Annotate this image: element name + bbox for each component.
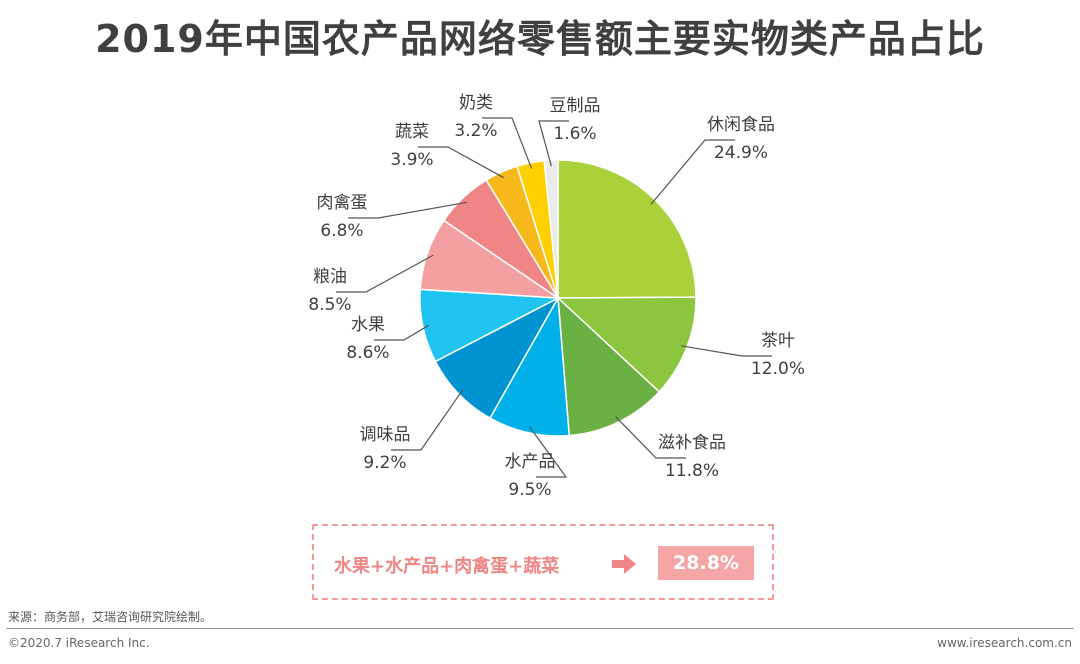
slice-value-label: 8.5% (308, 295, 351, 315)
slice-label: 粮油 (313, 267, 347, 287)
slice-label: 休闲食品 (707, 115, 775, 135)
slice-label: 茶叶 (761, 331, 795, 351)
slice-value-label: 11.8% (665, 461, 719, 481)
summary-value: 28.8% (658, 546, 754, 580)
leader-line (650, 139, 735, 205)
leader-line (374, 324, 430, 341)
leader-line (482, 117, 533, 169)
slice-value-label: 6.8% (320, 221, 363, 241)
slice-label: 奶类 (459, 93, 493, 113)
leader-line (538, 120, 569, 167)
slice-label: 调味品 (360, 425, 411, 445)
slice-value-label: 1.6% (553, 124, 596, 144)
slice-value-label: 12.0% (751, 359, 805, 379)
pie-slice (556, 296, 697, 393)
slice-label: 肉禽蛋 (317, 193, 368, 213)
pie-slice (557, 296, 661, 437)
slice-value-label: 3.2% (454, 121, 497, 141)
slice-label: 滋补食品 (658, 433, 726, 453)
pie-slice (434, 296, 560, 420)
leader-line (348, 201, 468, 219)
slice-value-label: 8.6% (346, 343, 389, 363)
leader-line (391, 389, 464, 451)
slice-value-label: 3.9% (390, 150, 433, 170)
pie-slice (488, 295, 571, 437)
leader-line (615, 416, 686, 459)
pie-chart: 休闲食品 24.9% 茶叶 12.0% 滋补食品 11.8% 水产品 9.5% 调味品 9.2% 水… (308, 93, 805, 500)
slice-label: 蔬菜 (395, 122, 429, 142)
summary-text: 水果+水产品+肉禽蛋+蔬菜 (334, 556, 560, 577)
leader-line (418, 146, 504, 179)
pie-slice (557, 159, 697, 299)
slice-label: 水果 (351, 315, 385, 335)
leader-line (680, 345, 772, 357)
source-note: 来源：商务部，艾瑞咨询研究院绘制。 (8, 610, 213, 624)
slice-value-label: 9.2% (363, 453, 406, 473)
slice-label: 豆制品 (550, 96, 601, 116)
arrow-right-icon (612, 554, 636, 574)
leader-line (336, 254, 434, 293)
chart-title: 2019年中国农产品网络零售额主要实物类产品占比 (95, 17, 985, 61)
website: www.iresearch.com.cn (937, 636, 1072, 650)
copyright: ©2020.7 iResearch Inc. (8, 636, 150, 650)
pie-slice (543, 159, 559, 299)
slice-label: 水产品 (505, 452, 556, 472)
leader-line (529, 426, 568, 478)
slice-value-label: 9.5% (508, 480, 551, 500)
slice-value-label: 24.9% (714, 143, 768, 163)
footer-divider (6, 628, 1074, 629)
summary-box: 水果+水产品+肉禽蛋+蔬菜 28.8% (312, 524, 774, 600)
